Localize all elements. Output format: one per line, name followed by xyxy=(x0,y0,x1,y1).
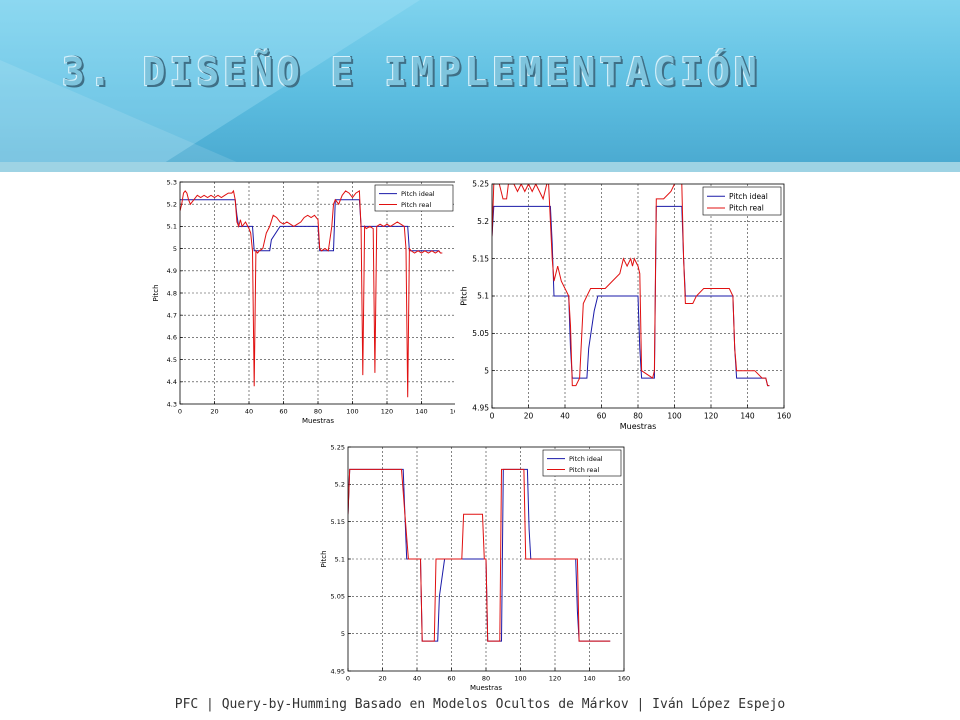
legend-label: Pitch ideal xyxy=(401,190,435,198)
y-tick-label: 5.05 xyxy=(472,329,489,338)
x-tick-label: 100 xyxy=(346,408,358,416)
series-line-pitch-real xyxy=(492,184,770,387)
banner-bottom-strip xyxy=(0,162,960,172)
legend-label: Pitch real xyxy=(401,201,431,209)
x-tick-label: 140 xyxy=(583,675,595,683)
legend-box xyxy=(702,186,782,216)
axes-frame xyxy=(347,446,625,672)
pitch-plot-svg: 0 20 40 60 80 100 120 140 160 4.95 5 5.05 5.1 5.15 5.2… xyxy=(460,180,792,431)
y-tick-label: 5 xyxy=(341,630,345,638)
title-banner: 3. DISEÑO E IMPLEMENTACIÓN xyxy=(0,0,960,172)
x-tick-label: 140 xyxy=(415,408,427,416)
axes-frame xyxy=(491,183,785,409)
x-tick-label: 20 xyxy=(378,675,386,683)
y-tick-label: 5 xyxy=(173,245,177,253)
y-tick-label: 4.95 xyxy=(472,404,489,413)
x-tick-label: 100 xyxy=(514,675,526,683)
y-tick-label: 5.15 xyxy=(331,518,345,526)
x-tick-label: 160 xyxy=(777,412,792,421)
x-tick-label: 0 xyxy=(490,412,495,421)
pitch-plot-svg: 0 20 40 60 80 100 120 140 160 4.95 5 5.05 5.1 5.15 5.2… xyxy=(320,443,630,692)
y-tick-label: 5.05 xyxy=(331,593,345,601)
pitch-plot-top-left: 0204060801001201401604.34.44.54.64.74.84… xyxy=(145,176,465,426)
x-tick-label: 120 xyxy=(381,408,393,416)
banner-sheen xyxy=(0,0,420,172)
x-tick-label: 80 xyxy=(633,412,643,421)
series-line-pitch-real xyxy=(180,189,443,398)
y-tick-label: 5.25 xyxy=(472,180,489,189)
x-tick-label: 100 xyxy=(667,412,682,421)
x-tick-label: 60 xyxy=(279,408,287,416)
y-tick-label: 5.3 xyxy=(167,178,177,186)
y-tick-label: 4.8 xyxy=(167,289,177,297)
y-tick-label: 5.1 xyxy=(335,555,345,563)
y-tick-label: 5.2 xyxy=(477,217,489,226)
x-tick-label: 40 xyxy=(245,408,253,416)
x-tick-label: 80 xyxy=(314,408,322,416)
x-axis-label: Muestras xyxy=(302,417,334,425)
y-tick-label: 4.5 xyxy=(167,356,177,364)
x-tick-label: 0 xyxy=(346,675,350,683)
x-tick-label: 120 xyxy=(549,675,561,683)
slide-title: 3. DISEÑO E IMPLEMENTACIÓN xyxy=(62,50,761,94)
legend-label: Pitch real xyxy=(569,466,599,474)
y-tick-label: 4.9 xyxy=(167,267,177,275)
x-tick-label: 0 xyxy=(178,408,182,416)
x-tick-label: 20 xyxy=(524,412,534,421)
x-tick-label: 80 xyxy=(482,675,490,683)
y-axis-label: Pitch xyxy=(320,550,328,567)
legend-label: Pitch ideal xyxy=(729,192,768,201)
x-axis-label: Muestras xyxy=(470,684,502,692)
pitch-plot-top-right: 0 20 40 60 80 100 120 140 160 4.95 5 5.05 5.1 5.15 5.2… xyxy=(455,176,800,441)
y-axis-label: Pitch xyxy=(152,284,160,301)
y-axis-label: Pitch xyxy=(460,286,469,305)
x-tick-label: 60 xyxy=(597,412,607,421)
y-tick-label: 5 xyxy=(484,366,489,375)
y-tick-label: 4.4 xyxy=(167,378,177,386)
y-tick-label: 4.95 xyxy=(331,667,345,675)
x-tick-label: 40 xyxy=(560,412,570,421)
y-tick-label: 4.7 xyxy=(167,311,177,319)
y-tick-label: 4.3 xyxy=(167,400,177,408)
y-tick-label: 5.2 xyxy=(167,200,177,208)
legend-label: Pitch ideal xyxy=(569,455,603,463)
x-axis-label: Muestras xyxy=(620,422,657,431)
x-tick-label: 20 xyxy=(210,408,218,416)
pitch-plot-bottom: 0 20 40 60 80 100 120 140 160 4.95 5 5.05 5.1 5.15 5.2… xyxy=(305,437,635,695)
x-tick-label: 160 xyxy=(618,675,630,683)
legend-box xyxy=(542,449,622,477)
x-tick-label: 120 xyxy=(704,412,719,421)
y-tick-label: 5.1 xyxy=(477,292,489,301)
x-tick-label: 40 xyxy=(413,675,421,683)
y-tick-label: 5.2 xyxy=(335,481,345,489)
series-line-pitch-real xyxy=(348,468,611,642)
x-tick-label: 60 xyxy=(447,675,455,683)
legend-box xyxy=(374,184,454,212)
y-tick-label: 5.25 xyxy=(331,443,345,451)
pitch-plot-svg: 0204060801001201401604.34.44.54.64.74.84… xyxy=(152,178,462,425)
y-tick-label: 5.1 xyxy=(167,223,177,231)
y-tick-label: 4.6 xyxy=(167,334,177,342)
y-tick-label: 5.15 xyxy=(472,254,489,263)
slide-footer: PFC | Query-by-Humming Basado en Modelos… xyxy=(174,697,786,712)
legend-label: Pitch real xyxy=(729,204,764,213)
x-tick-label: 140 xyxy=(740,412,755,421)
